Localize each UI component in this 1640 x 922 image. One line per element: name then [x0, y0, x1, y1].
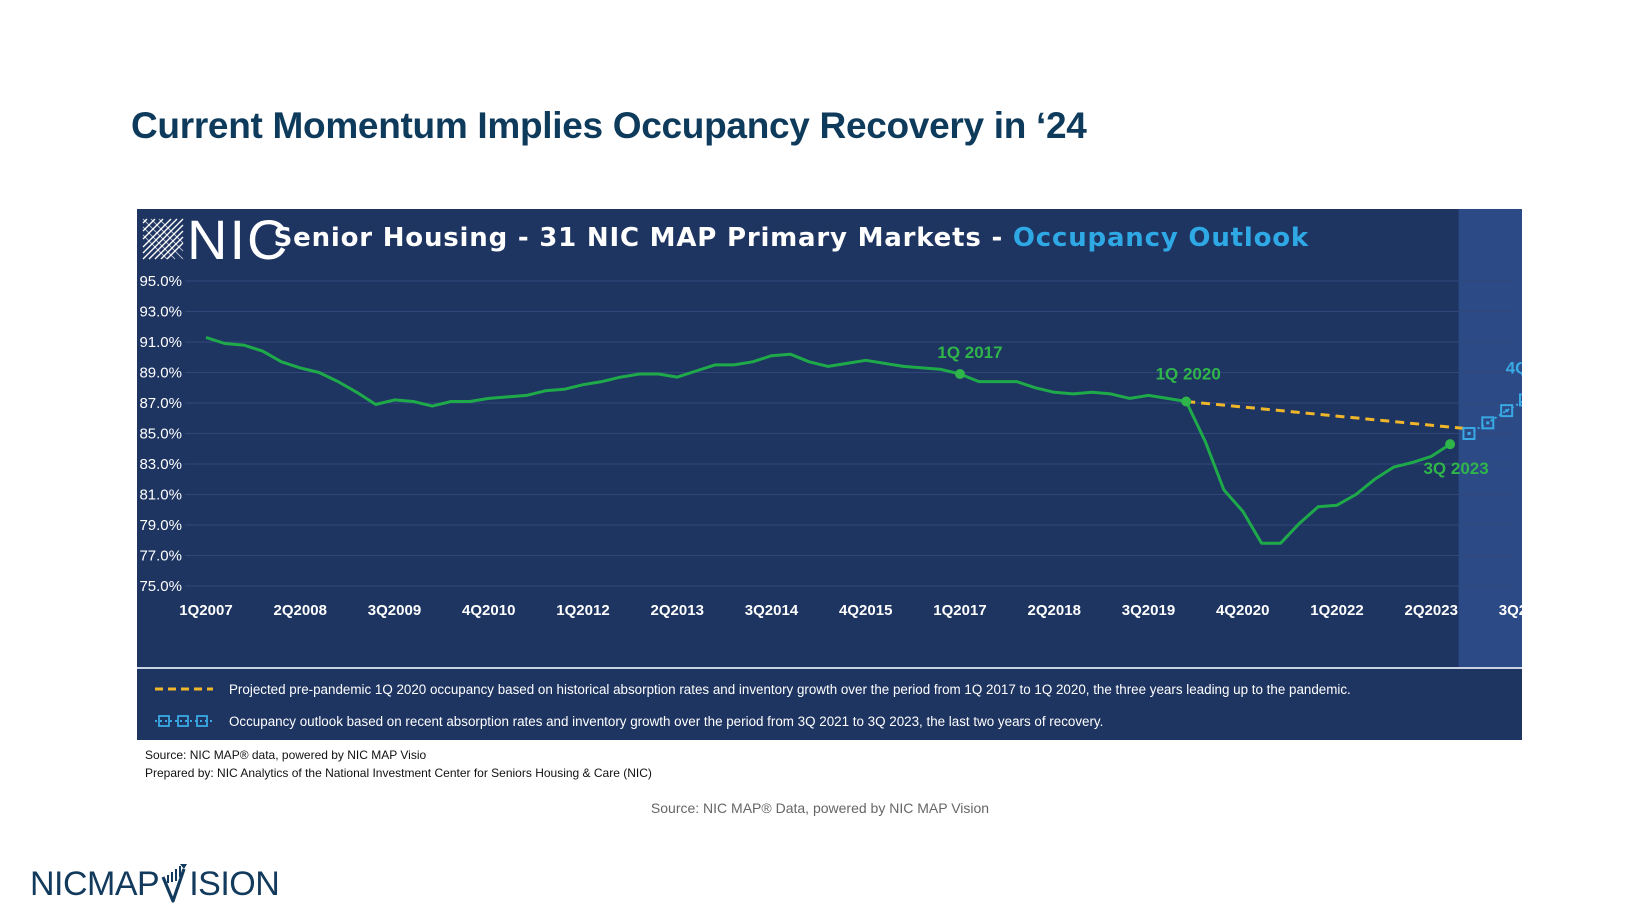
- x-tick-label: 1Q2022: [1310, 602, 1363, 619]
- x-tick-label: 3Q2014: [745, 602, 799, 619]
- x-tick-label: 4Q2010: [462, 602, 515, 619]
- nic-logo: NIC: [142, 209, 289, 271]
- x-tick-label: 2Q2023: [1405, 602, 1458, 619]
- y-tick-label: 87.0%: [139, 395, 182, 412]
- nic-logo-icon: [142, 218, 184, 260]
- footer-source: Source: NIC MAP® Data, powered by NIC MA…: [650, 800, 990, 816]
- y-tick-label: 83.0%: [139, 456, 182, 473]
- x-tick-label: 2Q2008: [274, 602, 327, 619]
- x-axis: 1Q2007 2Q2008 3Q2009 4Q2010 1Q2012 2Q2013 3Q20…: [179, 602, 1522, 619]
- annotations: 1Q 2017 1Q 2020 3Q 2023 4Q 2024: [937, 343, 1522, 478]
- outlook-marker: [1462, 427, 1476, 440]
- x-tick-label: 2Q2018: [1028, 602, 1081, 619]
- y-tick-label: 85.0%: [139, 426, 182, 443]
- chart-title: Senior Housing - 31 NIC MAP Primary Mark…: [274, 223, 1309, 253]
- outlook-marker-center: [1505, 409, 1509, 413]
- chart-title-main: Senior Housing - 31 NIC MAP Primary Mark…: [274, 223, 1013, 253]
- gridlines: [185, 280, 1512, 587]
- x-tick-label: 2Q2013: [651, 602, 704, 619]
- nic-logo-text: NIC: [187, 209, 289, 271]
- legend-item-projection: Projected pre-pandemic 1Q 2020 occupancy…: [153, 677, 1351, 701]
- brand-text-part2: ISION: [189, 864, 280, 903]
- x-tick-label: 4Q2020: [1216, 602, 1269, 619]
- annotation-dot: [955, 369, 965, 380]
- annotation-label: 3Q 2023: [1423, 459, 1488, 478]
- outlook-marker: [1481, 416, 1495, 430]
- chart-source-line: Source: NIC MAP® data, powered by NIC MA…: [145, 748, 427, 762]
- outlook-marker-center: [1467, 432, 1471, 435]
- x-tick-label: 1Q2007: [179, 602, 232, 619]
- chart-panel: NIC Senior Housing - 31 NIC MAP Primary …: [137, 209, 1522, 740]
- y-tick-label: 81.0%: [139, 487, 182, 504]
- dashed-line-swatch: [155, 687, 213, 691]
- x-tick-label: 3Q2019: [1122, 602, 1175, 619]
- brand-text-part1: NICMAP: [30, 864, 160, 903]
- occupancy-line-chart: NIC Senior Housing - 31 NIC MAP Primary …: [139, 209, 1522, 667]
- y-tick-label: 93.0%: [139, 304, 182, 321]
- chart-source-notes: Source: NIC MAP® data, powered by NIC MA…: [145, 746, 652, 782]
- series-actual-line: [205, 335, 1451, 545]
- y-tick-label: 75.0%: [139, 578, 182, 595]
- nic-map-vision-logo: NICMAP ISION: [30, 860, 280, 908]
- x-tick-label: 4Q2015: [839, 602, 892, 619]
- series: [205, 335, 1522, 545]
- slide-title: Current Momentum Implies Occupancy Recov…: [131, 105, 1087, 146]
- x-tick-label: 1Q2017: [933, 602, 986, 619]
- y-tick-label: 77.0%: [139, 548, 182, 565]
- y-tick-label: 91.0%: [139, 334, 182, 351]
- y-tick-label: 89.0%: [139, 365, 182, 382]
- brand-v-mark-icon: [161, 864, 188, 903]
- outlook-marker-center: [1486, 421, 1490, 425]
- legend: Projected pre-pandemic 1Q 2020 occupancy…: [137, 669, 1522, 740]
- x-tick-label: 3Q2009: [368, 602, 421, 619]
- square-marker-swatch: [155, 715, 213, 727]
- chart-title-accent: Occupancy Outlook: [1013, 223, 1309, 253]
- legend-label-outlook: Occupancy outlook based on recent absorp…: [229, 713, 1104, 729]
- y-tick-label: 95.0%: [139, 273, 182, 290]
- annotation-label: 1Q 2020: [1156, 364, 1221, 383]
- legend-item-outlook: Occupancy outlook based on recent absorp…: [153, 709, 1103, 733]
- series-projection-line: [1186, 400, 1470, 431]
- annotation-label: 4Q 2024: [1506, 358, 1522, 377]
- x-tick-label: 1Q2012: [556, 602, 609, 619]
- legend-label-projection: Projected pre-pandemic 1Q 2020 occupancy…: [229, 681, 1351, 697]
- x-tick-label: 3Q2024: [1499, 602, 1522, 619]
- y-tick-label: 79.0%: [139, 517, 182, 534]
- legend-divider: [137, 667, 1522, 669]
- chart-prepared-by-line: Prepared by: NIC Analytics of the Nation…: [145, 766, 652, 780]
- outlook-marker: [1500, 404, 1514, 418]
- annotation-label: 1Q 2017: [937, 343, 1002, 362]
- annotation-dot: [1181, 396, 1192, 407]
- annotation-dot: [1445, 439, 1456, 450]
- y-axis: 95.0% 93.0% 91.0% 89.0% 87.0% 85.0% 83.0% 81.0%…: [139, 273, 182, 595]
- outlook-marker: [1519, 393, 1522, 407]
